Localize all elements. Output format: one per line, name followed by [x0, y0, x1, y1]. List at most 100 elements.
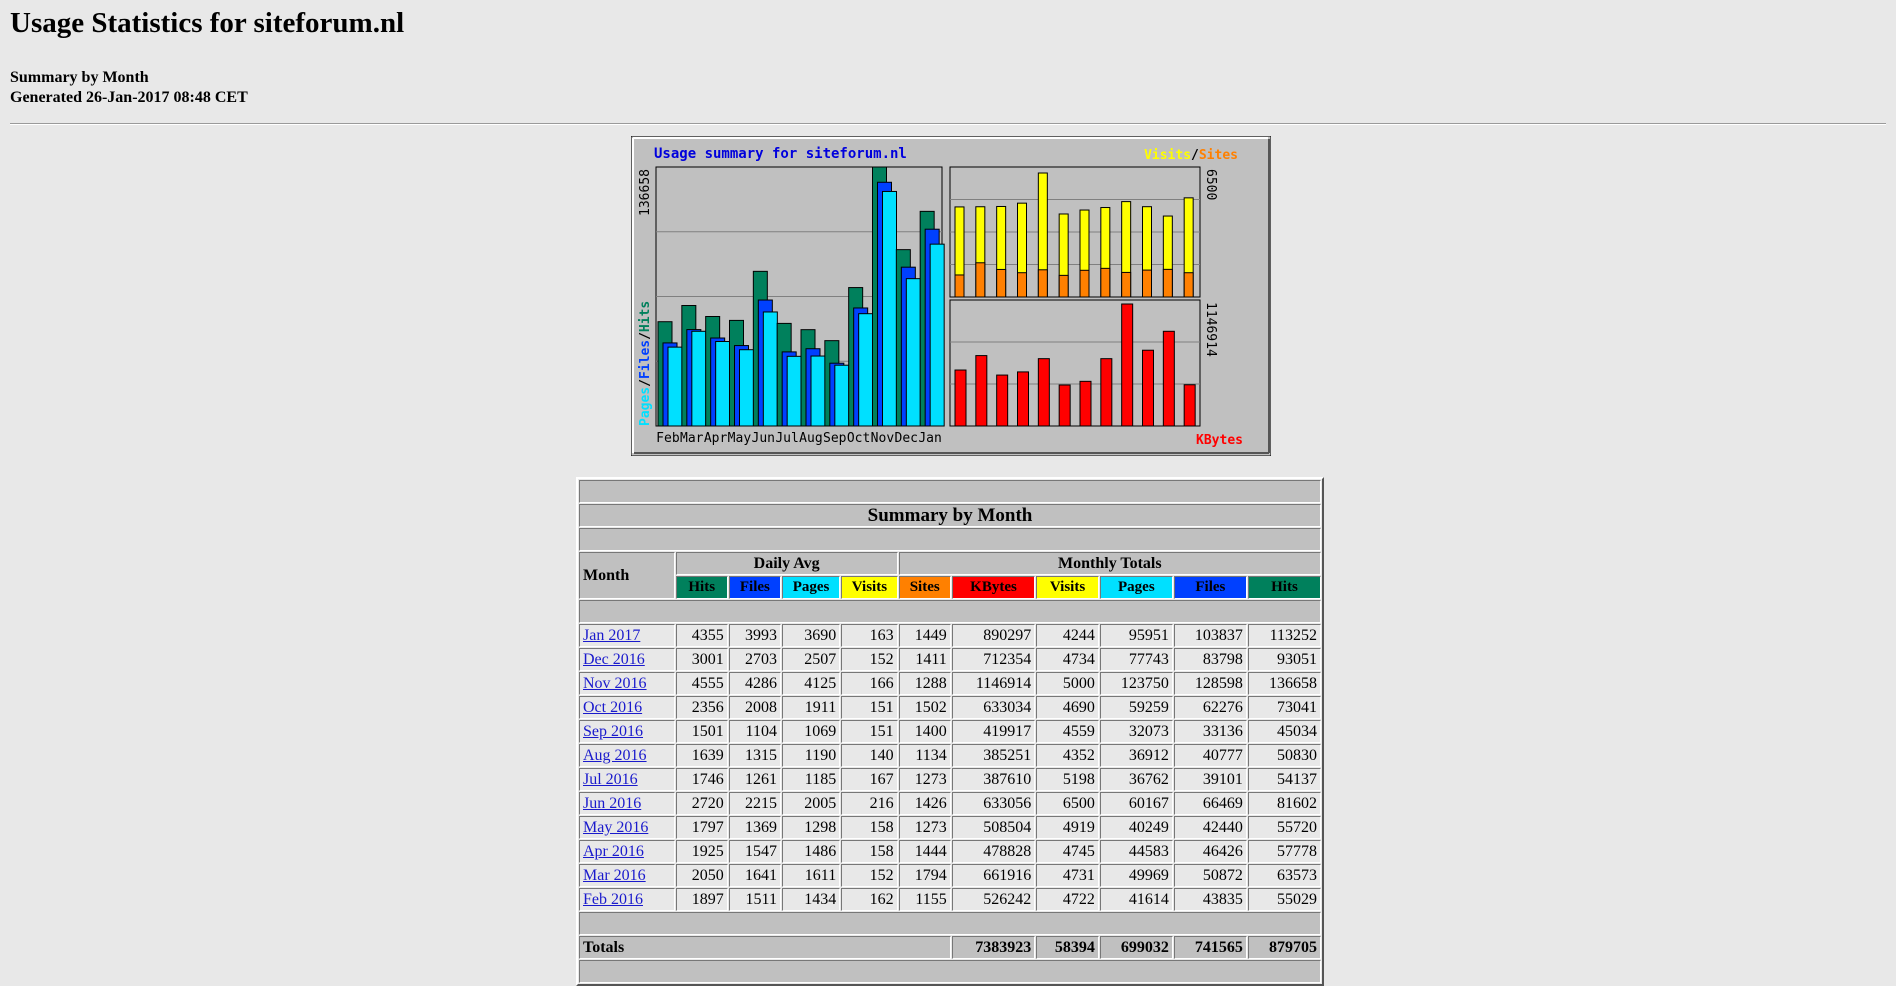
x-tick-label: Sep	[823, 431, 847, 446]
month-link[interactable]: May 2016	[583, 819, 649, 836]
right-bottom-ymax-label: 1146914	[1203, 302, 1218, 357]
month-link[interactable]: Mar 2016	[583, 867, 646, 884]
bar-sites-dec	[1162, 268, 1173, 298]
value-cell: 57778	[1247, 840, 1321, 863]
value-cell: 83798	[1173, 648, 1247, 671]
month-link[interactable]: Jul 2016	[583, 771, 638, 788]
value-cell: 1641	[728, 864, 781, 887]
col-header-monthly-kbytes: KBytes	[951, 576, 1036, 599]
month-cell: Mar 2016	[579, 864, 675, 887]
bar-sites-jun	[1037, 269, 1048, 298]
value-cell: 136658	[1247, 672, 1321, 695]
month-link[interactable]: Feb 2016	[583, 891, 643, 908]
bar-sites-may	[1017, 272, 1027, 298]
month-link[interactable]: Jan 2017	[583, 627, 641, 644]
left-panel: Feb Mar Apr May Jun Jul Aug Sep Oct Nov Dec Jan 1366…	[638, 166, 945, 446]
month-link[interactable]: Oct 2016	[583, 699, 643, 716]
month-link[interactable]: Apr 2016	[583, 843, 644, 860]
value-cell: 2703	[728, 648, 781, 671]
bar-sites-aug	[1079, 269, 1090, 298]
bar-pages-dec	[905, 278, 921, 427]
month-cell: Dec 2016	[579, 648, 675, 671]
bar-kbytes-feb	[954, 369, 967, 427]
value-cell: 4731	[1036, 864, 1099, 887]
bar-pages-jan	[929, 243, 945, 427]
value-cell: 5000	[1036, 672, 1099, 695]
table-row: Jun 2016 2720 2215 2005 216 1426 633056 6500 601…	[579, 792, 1321, 815]
table-row: Mar 2016 2050 1641 1611 152 1794 661916 4731 499…	[579, 864, 1321, 887]
month-cell: May 2016	[579, 816, 675, 839]
value-cell: 2507	[781, 648, 841, 671]
value-cell: 166	[841, 672, 898, 695]
bar-pages-sep	[834, 364, 850, 427]
summary-table: Summary by Month Month Daily Avg Monthly…	[576, 477, 1324, 986]
value-cell: 2720	[675, 792, 728, 815]
x-tick-label: Nov	[871, 431, 895, 446]
month-link[interactable]: Sep 2016	[583, 723, 643, 740]
col-header-daily-files: Files	[728, 576, 781, 599]
value-cell: 1288	[898, 672, 951, 695]
bar-sites-sep	[1100, 267, 1111, 298]
col-header-daily-visits: Visits	[841, 576, 898, 599]
value-cell: 33136	[1173, 720, 1247, 743]
value-cell: 60167	[1099, 792, 1173, 815]
value-cell: 152	[841, 864, 898, 887]
left-ymax-label: 136658	[638, 169, 653, 216]
month-link[interactable]: Jun 2016	[583, 795, 642, 812]
value-cell: 2008	[728, 696, 781, 719]
bar-sites-apr	[996, 268, 1007, 298]
value-cell: 3993	[728, 624, 781, 647]
value-cell: 113252	[1247, 624, 1321, 647]
bar-pages-may	[739, 349, 754, 427]
month-link[interactable]: Dec 2016	[583, 651, 645, 668]
summary-title: Summary by Month	[579, 504, 1321, 527]
value-cell: 4555	[675, 672, 728, 695]
value-cell: 1069	[781, 720, 841, 743]
month-cell: Jun 2016	[579, 792, 675, 815]
value-cell: 1273	[898, 816, 951, 839]
bar-kbytes-apr	[996, 374, 1009, 427]
value-cell: 59259	[1099, 696, 1173, 719]
legend-part: Sites	[1199, 148, 1238, 163]
x-tick-label: Feb	[656, 431, 680, 446]
value-cell: 508504	[951, 816, 1036, 839]
value-cell: 140	[841, 744, 898, 767]
month-link[interactable]: Nov 2016	[583, 675, 647, 692]
value-cell: 385251	[951, 744, 1036, 767]
value-cell: 1273	[898, 768, 951, 791]
value-cell: 2050	[675, 864, 728, 887]
value-cell: 1797	[675, 816, 728, 839]
bar-kbytes-may	[1017, 371, 1029, 427]
value-cell: 1315	[728, 744, 781, 767]
value-cell: 387610	[951, 768, 1036, 791]
col-header-monthly-visits: Visits	[1036, 576, 1099, 599]
bar-pages-apr	[715, 341, 731, 427]
visits-sites-legend: Visits/Sites	[1144, 148, 1238, 163]
value-cell: 36912	[1099, 744, 1173, 767]
value-cell: 712354	[951, 648, 1036, 671]
value-cell: 1925	[675, 840, 728, 863]
x-tick-label: Jul	[775, 431, 798, 446]
bar-kbytes-aug	[1079, 380, 1092, 427]
summary-table-wrap: Summary by Month Month Daily Avg Monthly…	[576, 477, 1324, 986]
left-ylabel: Pages/Files/Hits	[638, 301, 653, 426]
value-cell: 158	[841, 816, 898, 839]
left-ylabel-part: Hits	[638, 301, 653, 332]
value-cell: 1134	[898, 744, 951, 767]
bar-sites-jan	[1183, 272, 1194, 298]
bar-pages-mar	[691, 330, 707, 427]
col-header-daily-hits: Hits	[675, 576, 728, 599]
bar-kbytes-mar	[975, 355, 988, 427]
value-cell: 167	[841, 768, 898, 791]
value-cell: 4745	[1036, 840, 1099, 863]
value-cell: 1911	[781, 696, 841, 719]
usage-summary-chart: Usage summary for siteforum.nl Feb Mar Apr…	[631, 136, 1271, 456]
column-header-row: Hits Files Pages Visits Sites KBytes Visits Pag…	[579, 576, 1321, 599]
left-ylabel-part: /	[638, 332, 653, 340]
month-link[interactable]: Aug 2016	[583, 747, 647, 764]
value-cell: 633056	[951, 792, 1036, 815]
value-cell: 62276	[1173, 696, 1247, 719]
value-cell: 55029	[1247, 888, 1321, 911]
value-cell: 1486	[781, 840, 841, 863]
value-cell: 1155	[898, 888, 951, 911]
